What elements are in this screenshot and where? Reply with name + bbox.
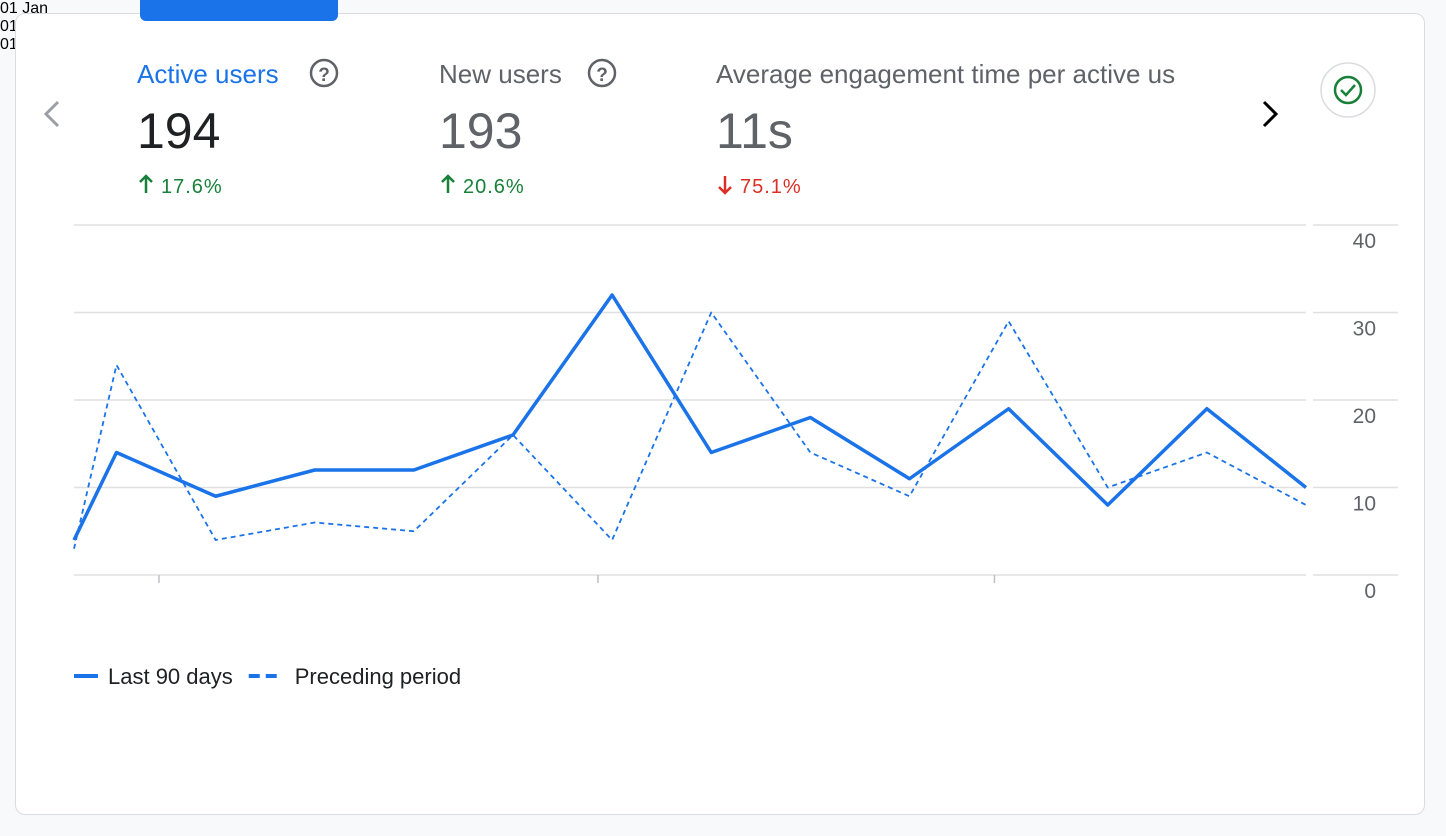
check-mark <box>1340 84 1356 97</box>
check-circle <box>1333 75 1363 105</box>
y-tick-label: 40 <box>1353 230 1376 253</box>
x-tick-label: 01 Jan <box>0 0 49 17</box>
help-icon[interactable] <box>309 58 339 88</box>
metric-change: 20.6% <box>463 176 525 198</box>
card <box>15 13 1425 815</box>
y-tick-label: 30 <box>1353 318 1376 341</box>
legend-label: Preceding period <box>295 664 461 689</box>
metric-label: Active users <box>137 59 279 89</box>
legend-label: Last 90 days <box>108 664 233 689</box>
y-tick-label: 10 <box>1353 493 1376 516</box>
help-icon-mark: ? <box>596 65 608 86</box>
y-tick-label: 0 <box>1364 580 1376 603</box>
metric-change: 75.1% <box>740 176 802 198</box>
change-arrow <box>718 176 732 195</box>
metric-value: 11s <box>716 103 793 159</box>
metric-value: 193 <box>439 103 522 159</box>
change-arrow <box>139 174 153 193</box>
metric-label: New users <box>439 59 562 89</box>
next-button[interactable] <box>1262 100 1279 128</box>
status-circle <box>1320 62 1376 118</box>
help-icon-mark: ? <box>318 65 330 86</box>
metric-change: 17.6% <box>161 176 223 198</box>
metric-value: 194 <box>137 103 220 159</box>
metric-label: Average engagement time per active us <box>716 59 1175 89</box>
change-arrow <box>441 174 455 193</box>
series-line <box>73 311 1307 549</box>
prev-button[interactable] <box>43 100 60 128</box>
y-tick-label: 20 <box>1353 405 1376 428</box>
help-icon[interactable] <box>587 58 617 88</box>
status-button[interactable] <box>1320 62 1376 118</box>
selected-tab-indicator <box>140 0 338 21</box>
series-line <box>72 293 1308 541</box>
